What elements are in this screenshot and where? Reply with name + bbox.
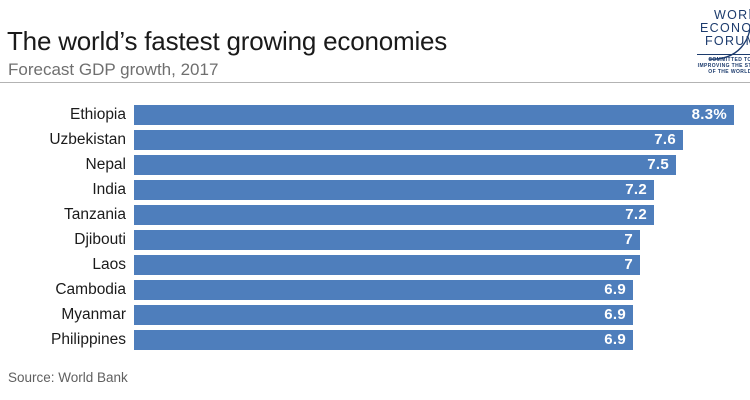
value-label: 7.5 <box>647 156 669 173</box>
bar: 7.5 <box>134 154 676 175</box>
value-label: 6.9 <box>604 281 626 298</box>
value-label: 6.9 <box>604 306 626 323</box>
value-label: 7.6 <box>654 131 676 148</box>
wef-logotype: WORLD ECONOMIC FORUM <box>697 9 750 48</box>
wef-tagline-line3: OF THE WORLD <box>708 68 750 75</box>
wef-tagline: COMMITTED TO IMPROVING THE STATE OF THE … <box>697 57 750 75</box>
bar-track: 6.9 <box>134 304 750 325</box>
value-label: 7.2 <box>625 206 647 223</box>
bar-track: 7.2 <box>134 204 750 225</box>
chart-subtitle: Forecast GDP growth, 2017 <box>8 60 219 79</box>
bar-row: Djibouti 7 <box>0 227 750 252</box>
bar-track: 6.9 <box>134 279 750 300</box>
category-label: Philippines <box>51 330 126 348</box>
category-label: Nepal <box>85 155 127 173</box>
category-label: Myanmar <box>61 305 126 323</box>
value-label: 7 <box>624 231 633 248</box>
value-label: 8.3% <box>691 106 727 123</box>
bar: 6.9 <box>134 329 633 350</box>
wef-swoosh-icon <box>708 9 750 60</box>
bar-track: 7.5 <box>134 154 750 175</box>
bar-row: Cambodia 6.9 <box>0 277 750 302</box>
header-divider <box>0 82 750 83</box>
category-label: Laos <box>92 255 126 273</box>
wef-tagline-line1: COMMITTED TO <box>708 57 750 63</box>
bar: 7 <box>134 254 640 275</box>
bar: 8.3% <box>134 104 734 125</box>
bar-chart: Ethiopia 8.3% Uzbekistan 7.6 Nepal 7.5 I… <box>0 102 750 352</box>
page-title: The world’s fastest growing economies <box>7 26 448 56</box>
bar-track: 7.2 <box>134 179 750 200</box>
bar: 7 <box>134 229 640 250</box>
value-label: 7 <box>624 256 633 273</box>
category-label: India <box>92 180 126 198</box>
bar: 7.2 <box>134 204 654 225</box>
bar: 6.9 <box>134 304 633 325</box>
bar-row: Nepal 7.5 <box>0 152 750 177</box>
bar-row: Myanmar 6.9 <box>0 302 750 327</box>
category-label: Tanzania <box>63 205 126 223</box>
wef-logo: WORLD ECONOMIC FORUM COMMITTED TO IMPROV… <box>697 9 750 75</box>
wef-tagline-line2: IMPROVING THE STATE <box>697 62 750 69</box>
wef-logo-rule <box>697 54 750 55</box>
wef-logo-line3: FORUM <box>705 34 750 48</box>
bar-track: 7.6 <box>134 129 750 150</box>
bar-row: Philippines 6.9 <box>0 327 750 352</box>
bar-track: 7 <box>134 229 750 250</box>
bar-track: 7 <box>134 254 750 275</box>
value-label: 7.2 <box>625 181 647 198</box>
category-label: Ethiopia <box>69 105 126 123</box>
category-label: Djibouti <box>74 230 126 248</box>
value-label: 6.9 <box>604 331 626 348</box>
bar-track: 6.9 <box>134 329 750 350</box>
wef-logo-line1: WORLD <box>714 8 750 22</box>
source-note: Source: World Bank <box>8 370 128 385</box>
bar-row: Ethiopia 8.3% <box>0 102 750 127</box>
bar-row: India 7.2 <box>0 177 750 202</box>
bar: 7.2 <box>134 179 654 200</box>
bar-row: Uzbekistan 7.6 <box>0 127 750 152</box>
wef-logo-line2: ECONOMIC <box>700 21 750 35</box>
bar: 6.9 <box>134 279 633 300</box>
category-label: Uzbekistan <box>49 130 126 148</box>
category-label: Cambodia <box>55 280 126 298</box>
bar: 7.6 <box>134 129 683 150</box>
bar-row: Laos 7 <box>0 252 750 277</box>
bar-track: 8.3% <box>134 104 750 125</box>
bar-row: Tanzania 7.2 <box>0 202 750 227</box>
